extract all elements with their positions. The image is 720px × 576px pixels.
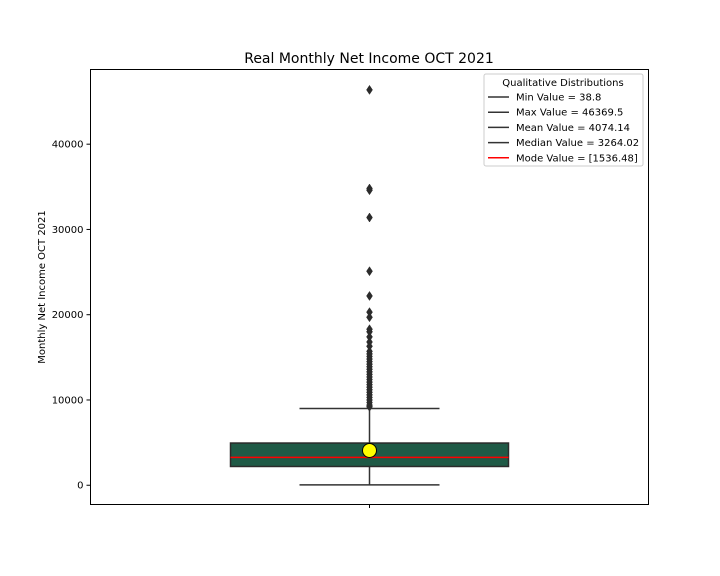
legend: Qualitative Distributions Min Value = 38… xyxy=(483,73,644,167)
outlier-point xyxy=(366,84,373,95)
outlier-point xyxy=(366,185,373,196)
plot-area: 0 10000 20000 30000 40000 xyxy=(52,84,510,508)
legend-label: Min Value = 38.8 xyxy=(516,93,601,104)
legend-title: Qualitative Distributions xyxy=(502,78,623,89)
mean-marker xyxy=(362,443,377,459)
outlier-point xyxy=(366,266,373,277)
y-tick-label: 30000 xyxy=(52,225,84,236)
legend-label: Mean Value = 4074.14 xyxy=(516,123,630,134)
outlier-point xyxy=(366,312,373,323)
legend-frame xyxy=(483,73,644,167)
outlier-point xyxy=(366,401,373,412)
y-tick-label: 10000 xyxy=(52,395,84,406)
y-tick-label: 20000 xyxy=(52,310,84,321)
outlier-point xyxy=(366,212,373,223)
legend-label: Mode Value = [1536.48] xyxy=(516,153,638,164)
outlier-point xyxy=(366,291,373,301)
legend-label: Median Value = 3264.02 xyxy=(516,138,639,149)
y-tick-label: 40000 xyxy=(52,140,84,151)
y-tick-label: 0 xyxy=(77,481,83,492)
chart-title: Real Monthly Net Income OCT 2021 xyxy=(244,51,494,67)
legend-label: Max Value = 46369.5 xyxy=(516,108,623,119)
legend-entries: Min Value = 38.8 Max Value = 46369.5 Mean … xyxy=(488,93,639,164)
y-axis-label: Monthly Net Income OCT 2021 xyxy=(37,210,48,364)
axes-frame xyxy=(90,69,649,505)
